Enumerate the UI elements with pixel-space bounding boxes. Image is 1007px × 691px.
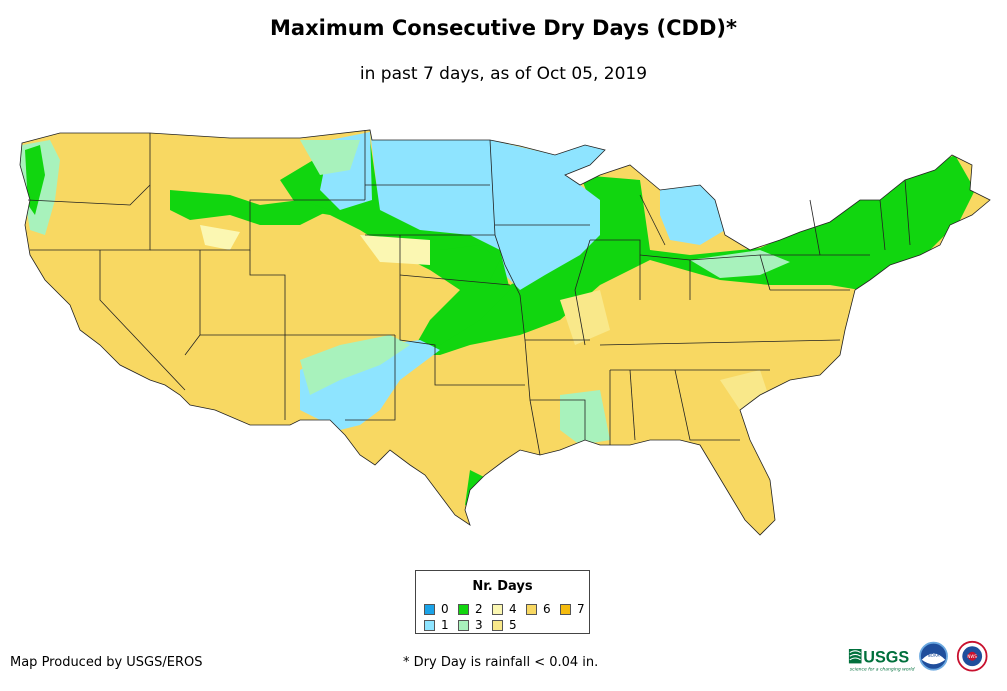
legend-item-1: 1: [424, 619, 449, 631]
noaa-logo: NOAA: [919, 641, 948, 671]
usgs-wordmark: USGS: [863, 649, 909, 667]
legend-item-3: 3: [458, 619, 483, 631]
nws-logo: NWS: [956, 640, 988, 672]
us-cdd-map: [19, 129, 991, 536]
legend-swatch: [458, 620, 469, 631]
map-title: Maximum Consecutive Dry Days (CDD)*: [270, 16, 737, 40]
legend-item-6: 6: [526, 603, 551, 615]
legend-swatch: [560, 604, 571, 615]
dry-day-footnote: * Dry Day is rainfall < 0.04 in.: [403, 655, 599, 670]
agency-logos: USGS science for a changing world NOAA N…: [848, 640, 988, 673]
legend-swatch: [424, 604, 435, 615]
legend-swatch: [526, 604, 537, 615]
map-subtitle: in past 7 days, as of Oct 05, 2019: [359, 64, 648, 84]
legend-item-2: 2: [458, 603, 483, 615]
noaa-wordmark: NOAA: [928, 653, 940, 658]
producer-credit: Map Produced by USGS/EROS: [10, 655, 203, 670]
legend: Nr. Days 0 1 2 3 4 5 6 7: [415, 570, 590, 634]
legend-item-7: 7: [560, 603, 585, 615]
legend-item-5: 5: [492, 619, 517, 631]
usgs-logo: USGS science for a changing world: [848, 649, 915, 673]
legend-title: Nr. Days: [472, 579, 533, 594]
legend-swatch: [458, 604, 469, 615]
legend-swatch: [424, 620, 435, 631]
legend-swatch: [492, 620, 503, 631]
legend-item-4: 4: [492, 603, 517, 615]
legend-swatch: [492, 604, 503, 615]
nws-wordmark: NWS: [967, 654, 977, 659]
usgs-tagline: science for a changing world: [850, 667, 915, 673]
legend-item-0: 0: [424, 603, 449, 615]
